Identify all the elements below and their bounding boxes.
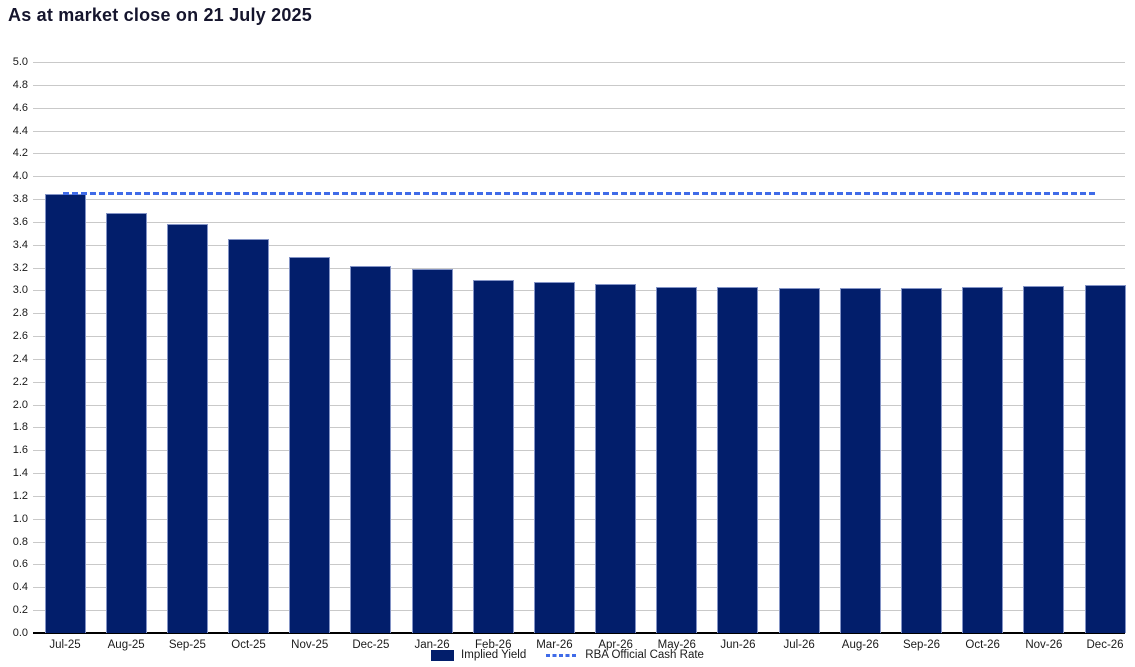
x-axis-tick-label: Dec-26 xyxy=(1086,639,1124,651)
gridline xyxy=(33,107,1125,109)
y-axis-tick-label: 0.8 xyxy=(12,535,28,548)
x-axis-tick-label: Mar-26 xyxy=(536,639,573,651)
cash-rate-dashed-line-icon xyxy=(546,653,579,657)
legend-item-implied-yield: Implied Yield xyxy=(431,649,526,661)
bar-nov-25 xyxy=(289,257,331,633)
y-axis-tick-label: 2.6 xyxy=(12,330,28,343)
x-axis-tick-label: Jul-26 xyxy=(783,639,815,651)
gridline xyxy=(33,336,1125,338)
y-axis-tick-label: 4.6 xyxy=(12,101,28,114)
bar-jan-26 xyxy=(411,268,453,633)
y-axis-tick-label: 1.4 xyxy=(12,467,28,480)
gridline xyxy=(33,153,1125,155)
y-axis-tick-label: 2.8 xyxy=(12,307,28,320)
bar-feb-26 xyxy=(472,280,514,633)
y-axis-tick-label: 1.2 xyxy=(12,489,28,502)
y-axis-tick-label: 3.4 xyxy=(12,238,28,251)
x-axis-tick-label: Dec-25 xyxy=(352,639,390,651)
gridline xyxy=(33,518,1125,520)
gridline xyxy=(33,450,1125,452)
y-axis-tick-label: 0.2 xyxy=(12,604,28,617)
bar-jun-26 xyxy=(717,286,759,633)
x-axis-line xyxy=(33,632,1125,634)
y-axis-tick-label: 3.8 xyxy=(12,193,28,206)
implied-yield-swatch-icon xyxy=(431,649,455,661)
gridline xyxy=(33,176,1125,178)
gridline xyxy=(33,199,1125,201)
bar-mar-26 xyxy=(533,282,575,633)
x-axis-tick-label: Jun-26 xyxy=(720,639,756,651)
x-axis-tick-label: Aug-25 xyxy=(107,639,145,651)
y-axis-tick-label: 4.2 xyxy=(12,147,28,160)
bar-sep-26 xyxy=(901,288,943,633)
gridline xyxy=(33,244,1125,246)
legend-label-implied-yield: Implied Yield xyxy=(461,649,527,661)
x-axis-tick-label: Feb-26 xyxy=(475,639,512,651)
bar-apr-26 xyxy=(595,283,637,633)
gridline xyxy=(33,358,1125,360)
y-axis-tick-label: 0.0 xyxy=(12,627,28,639)
bar-dec-25 xyxy=(350,266,392,633)
gridline xyxy=(33,404,1125,406)
bar-oct-25 xyxy=(228,239,270,633)
gridline xyxy=(33,221,1125,223)
gridline xyxy=(33,495,1125,497)
bar-nov-26 xyxy=(1023,285,1065,633)
y-axis-tick-label: 5.0 xyxy=(12,56,28,68)
y-axis-tick-label: 4.4 xyxy=(12,124,28,137)
y-axis-tick-label: 2.2 xyxy=(12,375,28,388)
gridline xyxy=(33,610,1125,612)
y-axis-tick-label: 2.0 xyxy=(12,398,28,411)
y-axis-tick-label: 1.0 xyxy=(12,512,28,525)
y-axis-tick-label: 2.4 xyxy=(12,352,28,365)
legend-item-cash-rate: RBA Official Cash Rate xyxy=(546,649,704,661)
chart-title: As at market close on 21 July 2025 xyxy=(8,5,312,25)
x-axis-tick-label: Oct-25 xyxy=(231,639,266,651)
y-axis-tick-label: 1.6 xyxy=(12,444,28,457)
x-axis-tick-label: Nov-26 xyxy=(1025,639,1063,651)
gridline xyxy=(33,62,1125,63)
y-axis-tick-label: 4.8 xyxy=(12,78,28,91)
x-axis-tick-label: Oct-26 xyxy=(965,639,1000,651)
gridline xyxy=(33,313,1125,315)
gridline xyxy=(33,541,1125,543)
bar-jul-25 xyxy=(44,194,86,633)
bar-dec-26 xyxy=(1084,284,1126,633)
legend-label-cash-rate: RBA Official Cash Rate xyxy=(585,649,704,661)
bar-aug-26 xyxy=(839,288,881,633)
bar-jul-26 xyxy=(778,288,820,633)
y-axis-tick-label: 0.6 xyxy=(12,558,28,571)
y-axis-tick-label: 3.2 xyxy=(12,261,28,274)
gridline xyxy=(33,290,1125,292)
x-axis-tick-label: Jul-25 xyxy=(49,639,81,651)
gridline xyxy=(33,427,1125,429)
chart-legend: Implied Yield RBA Official Cash Rate xyxy=(0,649,1135,661)
y-axis-tick-label: 1.8 xyxy=(12,421,28,434)
y-axis-tick-label: 3.0 xyxy=(12,284,28,297)
gridline xyxy=(33,130,1125,132)
gridline xyxy=(33,267,1125,269)
x-axis-tick-label: May-26 xyxy=(657,639,696,651)
gridline xyxy=(33,381,1125,383)
x-axis-tick-label: Jan-26 xyxy=(414,639,450,651)
gridline xyxy=(33,587,1125,589)
bar-sep-25 xyxy=(166,224,208,633)
rba-cash-rate-line xyxy=(63,192,1097,196)
gridline xyxy=(33,564,1125,566)
gridline xyxy=(33,84,1125,86)
y-axis-tick-label: 0.4 xyxy=(12,581,28,594)
gridline xyxy=(33,473,1125,475)
y-axis-tick-label: 3.6 xyxy=(12,215,28,228)
y-axis-tick-label: 4.0 xyxy=(12,170,28,183)
bar-may-26 xyxy=(656,286,698,633)
x-axis-tick-label: Nov-25 xyxy=(291,639,329,651)
x-axis-tick-label: Apr-26 xyxy=(598,639,633,651)
x-axis-tick-label: Aug-26 xyxy=(841,639,879,651)
x-axis-tick-label: Sep-25 xyxy=(168,639,206,651)
bar-oct-26 xyxy=(962,286,1004,633)
x-axis-tick-label: Sep-26 xyxy=(902,639,941,651)
bar-aug-25 xyxy=(105,212,147,633)
